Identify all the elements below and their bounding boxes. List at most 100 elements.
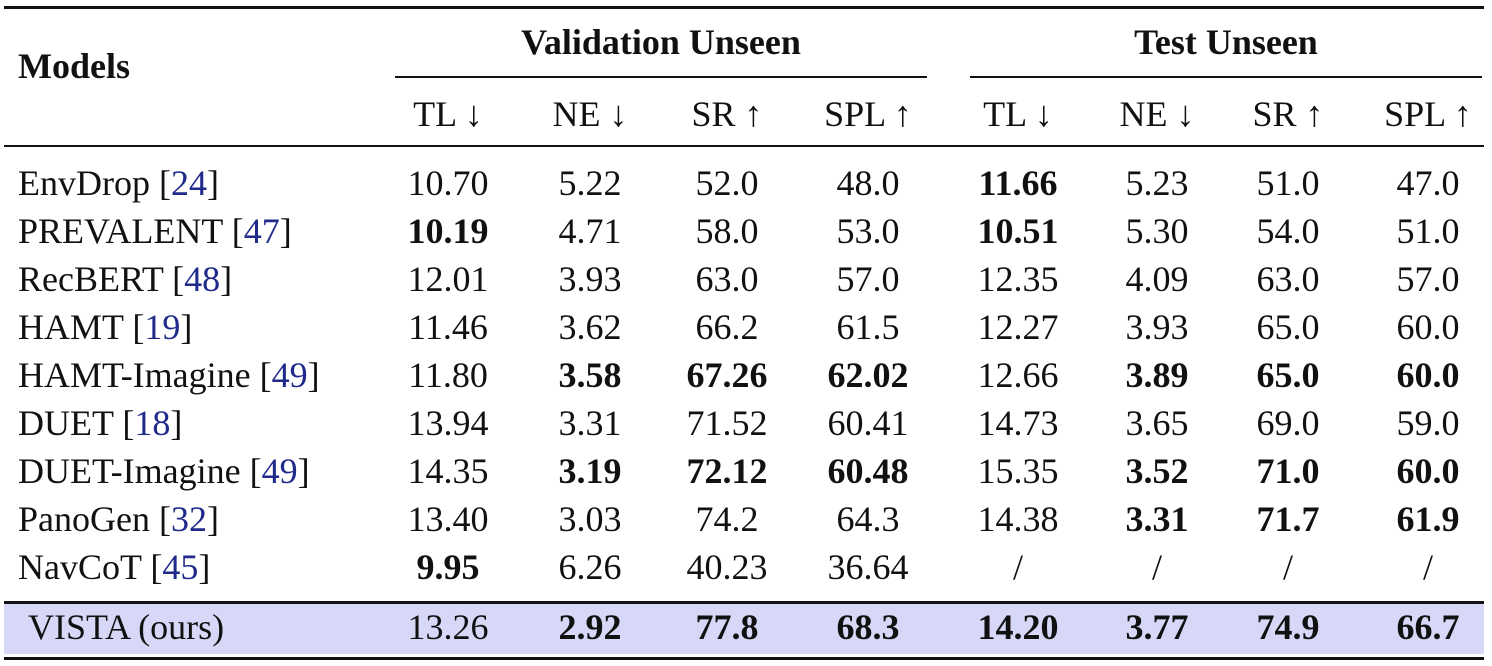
value-cell: 10.51 xyxy=(977,211,1059,251)
model-name: DUET [18] xyxy=(18,399,182,447)
value-cell: 68.3 xyxy=(836,607,900,647)
value-cell: 69.0 xyxy=(1256,403,1320,443)
citation-number: 47 xyxy=(243,211,280,251)
model-name: VISTA (ours) xyxy=(28,603,224,651)
value-cell: 40.23 xyxy=(686,547,768,587)
value-cell: 61.5 xyxy=(836,307,900,347)
model-name: HAMT-Imagine [49] xyxy=(18,351,320,399)
citation-number: 45 xyxy=(162,547,199,587)
value-cell: 61.9 xyxy=(1396,499,1460,539)
value-cell: 52.0 xyxy=(695,163,759,203)
value-cell: 2.92 xyxy=(558,607,622,647)
value-cell: 12.66 xyxy=(977,355,1059,395)
value-cell: 3.77 xyxy=(1125,607,1189,647)
model-label: HAMT-Imagine xyxy=(18,355,251,395)
header-rule xyxy=(4,145,1484,147)
metric-header: SR ↑ xyxy=(691,94,763,134)
value-cell: 14.38 xyxy=(977,499,1059,539)
value-cell: 51.0 xyxy=(1256,163,1320,203)
value-cell: 66.7 xyxy=(1396,607,1460,647)
models-header: Models xyxy=(18,46,130,86)
value-cell: 60.0 xyxy=(1396,355,1460,395)
model-name: RecBERT [48] xyxy=(18,255,232,303)
value-cell: 5.22 xyxy=(558,163,622,203)
value-cell: 36.64 xyxy=(827,547,909,587)
value-cell: 63.0 xyxy=(695,259,759,299)
value-cell: 63.0 xyxy=(1256,259,1320,299)
value-cell: 65.0 xyxy=(1256,307,1320,347)
value-cell: 12.01 xyxy=(407,259,489,299)
model-label: VISTA (ours) xyxy=(28,607,225,647)
value-cell: 3.93 xyxy=(1125,307,1189,347)
value-cell: 77.8 xyxy=(695,607,759,647)
value-cell: 59.0 xyxy=(1396,403,1460,443)
value-cell: 14.73 xyxy=(977,403,1059,443)
value-cell: 58.0 xyxy=(695,211,759,251)
value-cell: 10.70 xyxy=(407,163,489,203)
value-cell: 60.0 xyxy=(1396,451,1460,491)
group-header-validation: Validation Unseen xyxy=(521,22,801,62)
value-cell: / xyxy=(1282,547,1293,587)
value-cell: 65.0 xyxy=(1256,355,1320,395)
citation-number: 18 xyxy=(134,403,171,443)
metric-header: TL ↓ xyxy=(983,94,1053,134)
value-cell: 3.93 xyxy=(558,259,622,299)
group-rule-test xyxy=(970,76,1482,78)
citation: [19] xyxy=(123,307,193,347)
metric-header: NE ↓ xyxy=(1119,94,1195,134)
model-name: DUET-Imagine [49] xyxy=(18,447,310,495)
model-name: EnvDrop [24] xyxy=(18,159,219,207)
value-cell: 3.19 xyxy=(558,451,622,491)
citation-number: 32 xyxy=(170,499,207,539)
metric-header: SR ↑ xyxy=(1252,94,1324,134)
value-cell: 3.31 xyxy=(1125,499,1189,539)
citation: [24] xyxy=(149,163,219,203)
value-cell: 11.66 xyxy=(978,163,1058,203)
value-cell: 3.03 xyxy=(558,499,622,539)
metric-header: SPL ↑ xyxy=(1384,94,1472,134)
value-cell: 74.9 xyxy=(1256,607,1320,647)
value-cell: 4.09 xyxy=(1125,259,1189,299)
value-cell: 60.41 xyxy=(827,403,909,443)
value-cell: 71.52 xyxy=(686,403,768,443)
value-cell: / xyxy=(1151,547,1162,587)
value-cell: 53.0 xyxy=(836,211,900,251)
value-cell: 57.0 xyxy=(836,259,900,299)
value-cell: 12.35 xyxy=(977,259,1059,299)
value-cell: 9.95 xyxy=(416,547,480,587)
citation-number: 19 xyxy=(144,307,181,347)
ours-top-rule xyxy=(4,601,1484,604)
value-cell: 13.26 xyxy=(407,607,489,647)
value-cell: 72.12 xyxy=(686,451,768,491)
metric-header: NE ↓ xyxy=(552,94,628,134)
value-cell: 3.31 xyxy=(558,403,622,443)
value-cell: 3.62 xyxy=(558,307,622,347)
value-cell: 3.52 xyxy=(1125,451,1189,491)
value-cell: 47.0 xyxy=(1396,163,1460,203)
metric-header: TL ↓ xyxy=(413,94,483,134)
citation: [47] xyxy=(222,211,292,251)
value-cell: / xyxy=(1012,547,1023,587)
value-cell: 48.0 xyxy=(836,163,900,203)
citation: [49] xyxy=(240,451,310,491)
value-cell: 60.0 xyxy=(1396,307,1460,347)
value-cell: 74.2 xyxy=(695,499,759,539)
value-cell: 3.89 xyxy=(1125,355,1189,395)
citation: [48] xyxy=(163,259,233,299)
value-cell: 12.27 xyxy=(977,307,1059,347)
value-cell: 3.65 xyxy=(1125,403,1189,443)
value-cell: 11.46 xyxy=(408,307,488,347)
citation-number: 49 xyxy=(271,355,308,395)
value-cell: 54.0 xyxy=(1256,211,1320,251)
citation: [45] xyxy=(141,547,211,587)
model-label: PREVALENT xyxy=(18,211,223,251)
value-cell: / xyxy=(1422,547,1433,587)
value-cell: 64.3 xyxy=(836,499,900,539)
value-cell: 51.0 xyxy=(1396,211,1460,251)
citation: [18] xyxy=(113,403,183,443)
value-cell: 4.71 xyxy=(558,211,622,251)
ours-row-highlight xyxy=(4,604,1484,654)
value-cell: 71.0 xyxy=(1256,451,1320,491)
citation-number: 48 xyxy=(184,259,221,299)
